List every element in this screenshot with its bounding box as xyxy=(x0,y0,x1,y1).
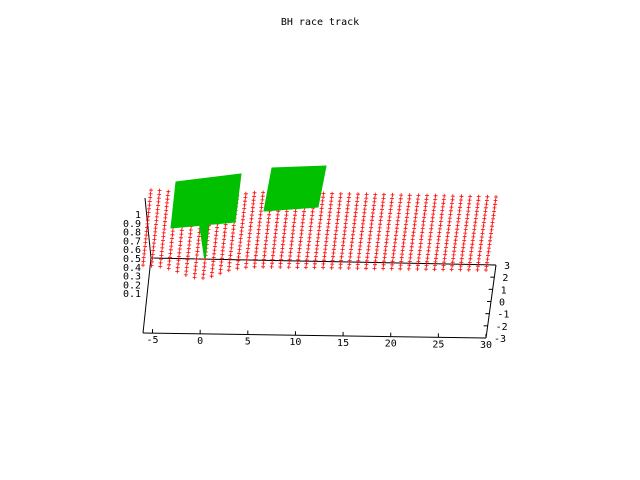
z-tick-label: 0.9 xyxy=(123,219,141,230)
x-tick-label: -5 xyxy=(147,335,159,346)
x-tick-label: 0 xyxy=(197,336,203,347)
z-tick-label: 1 xyxy=(135,210,141,221)
left-base-line xyxy=(142,257,152,334)
green-surface xyxy=(170,165,327,258)
x-tick-label: 15 xyxy=(337,338,349,349)
x-tick-label: 30 xyxy=(480,340,492,351)
chart-title: BH race track xyxy=(281,17,359,28)
green-patch xyxy=(263,165,327,212)
y-tick-label: 2 xyxy=(502,273,508,284)
x-tick-label: 10 xyxy=(289,337,301,348)
axis-ticks: -5 0 5 10 15 20 25 30-3-2-101230.10.20.30.40.50… xyxy=(123,210,510,351)
y-tick-label: 3 xyxy=(504,261,510,272)
x-tick-label: 25 xyxy=(432,339,444,350)
x-tick-label: 20 xyxy=(385,339,397,350)
z-tick-label: 0.6 xyxy=(123,245,141,256)
y-tick-label: 1 xyxy=(501,285,507,296)
y-tick-label: 0 xyxy=(499,298,505,309)
z-tick-label: 0.5 xyxy=(123,254,141,265)
z-tick-label: 0.7 xyxy=(123,236,141,247)
y-tick-label: -3 xyxy=(494,334,506,345)
x-axis-line xyxy=(142,332,487,339)
back-base-line xyxy=(150,257,497,266)
z-tick-label: 0.4 xyxy=(123,263,141,274)
green-patch xyxy=(170,173,242,229)
red-point-surface xyxy=(141,188,498,280)
green-spike xyxy=(199,224,209,258)
z-tick-label: 0.3 xyxy=(123,272,141,283)
red-surface xyxy=(141,188,498,280)
x-tick-label: 5 xyxy=(245,337,251,348)
y-tick-label: -2 xyxy=(496,322,508,333)
y-tick-label: -1 xyxy=(497,310,509,321)
z-tick-label: 0.2 xyxy=(123,280,141,291)
z-tick-label: 0.8 xyxy=(123,228,141,239)
z-tick-label: 0.1 xyxy=(123,289,141,300)
